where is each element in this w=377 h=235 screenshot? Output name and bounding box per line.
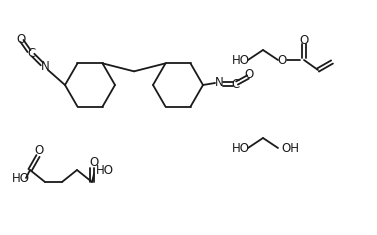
Text: O: O [16,32,26,46]
Text: N: N [41,60,49,74]
Text: O: O [244,68,254,82]
Text: HO: HO [12,172,30,184]
Text: HO: HO [232,141,250,154]
Text: HO: HO [232,54,250,67]
Text: O: O [89,157,99,169]
Text: OH: OH [281,141,299,154]
Text: O: O [34,145,44,157]
Text: O: O [277,54,287,67]
Text: HO: HO [96,164,114,176]
Text: N: N [215,77,224,90]
Text: C: C [231,78,239,91]
Text: C: C [27,47,35,59]
Text: O: O [299,34,309,47]
